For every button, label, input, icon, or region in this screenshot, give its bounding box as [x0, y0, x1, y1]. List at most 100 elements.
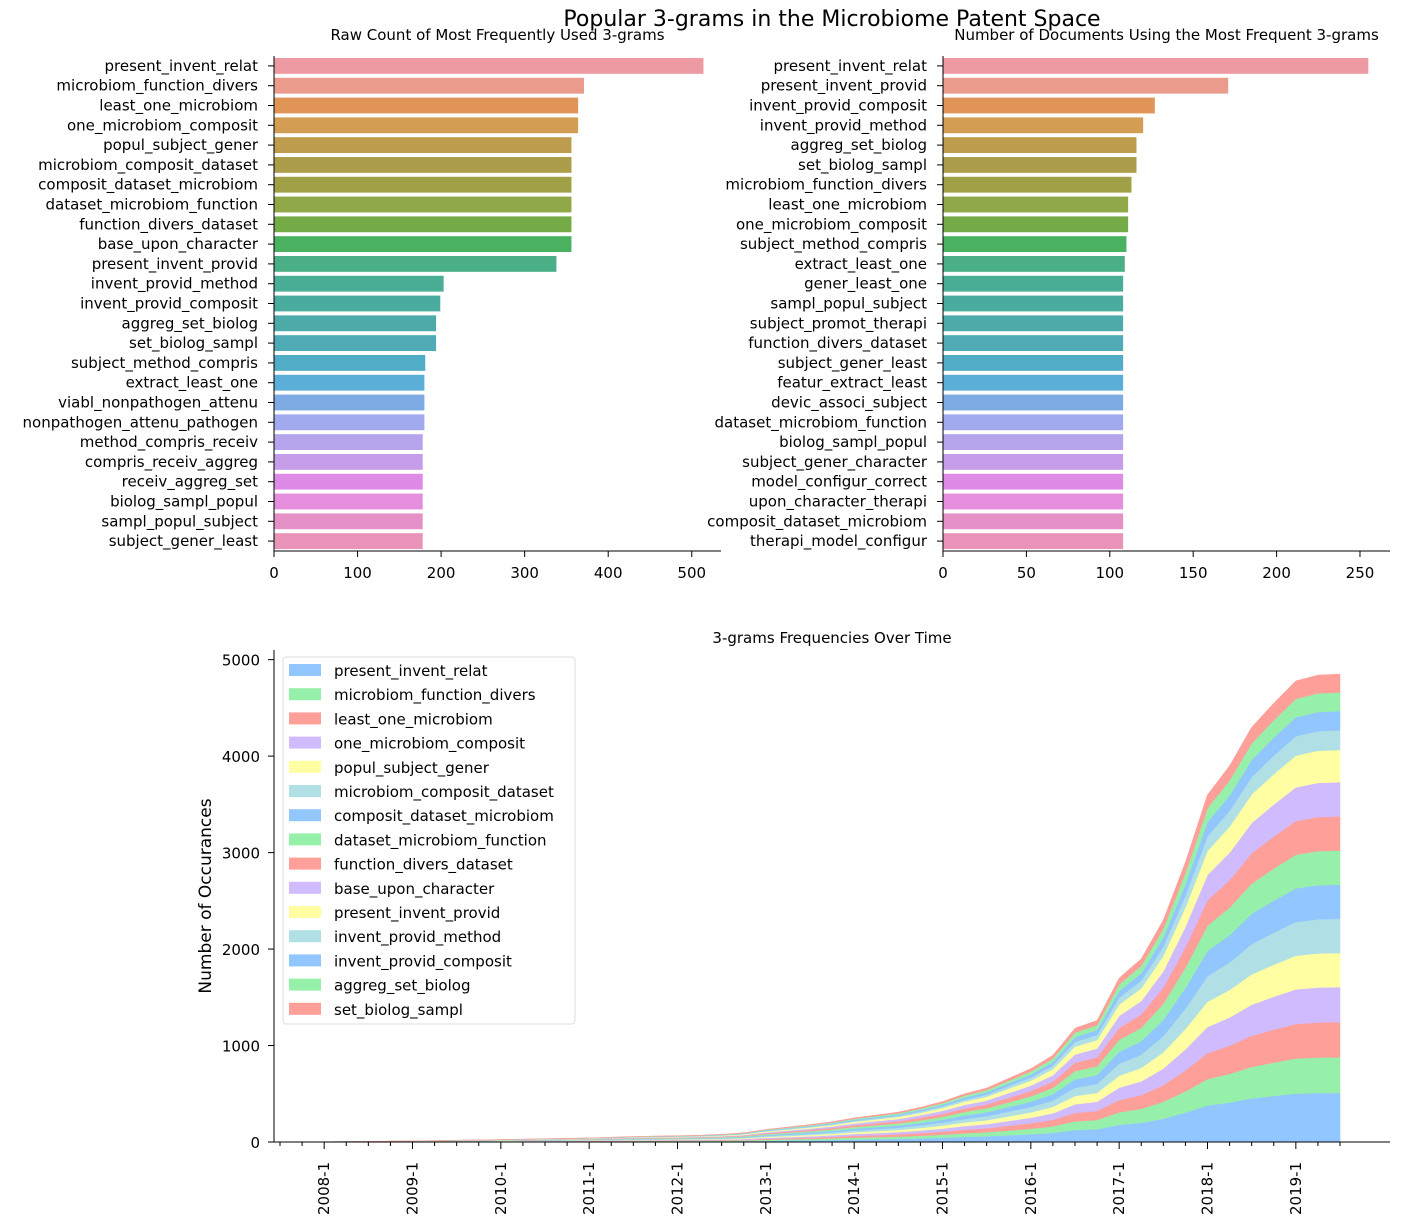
legend-swatch — [289, 712, 321, 725]
category-label: invent_provid_method — [91, 275, 258, 294]
category-label: extract_least_one — [795, 255, 927, 274]
x-tick-label: 200 — [427, 564, 456, 582]
legend-swatch — [289, 809, 321, 822]
legend-label: composit_dataset_microbiom — [334, 807, 554, 826]
legend-label: aggreg_set_biolog — [334, 977, 470, 996]
category-label: composit_dataset_microbiom — [707, 512, 927, 531]
x-tick-label: 300 — [510, 564, 539, 582]
bar — [943, 275, 1124, 292]
category-label: upon_character_therapi — [749, 493, 927, 512]
y-tick-label: 4000 — [222, 748, 260, 766]
category-label: function_divers_dataset — [748, 334, 927, 353]
legend-label: present_invent_relat — [334, 662, 488, 681]
y-tick-label: 3000 — [222, 845, 260, 863]
document-count-bar-chart: Number of Documents Using the Most Frequ… — [707, 26, 1390, 582]
category-label: composit_dataset_microbiom — [38, 176, 258, 195]
legend-swatch — [289, 857, 321, 870]
legend-label: set_biolog_sampl — [334, 1001, 463, 1020]
bar — [943, 137, 1137, 154]
category-label: subject_gener_least — [109, 532, 258, 551]
category-label: invent_provid_composit — [749, 97, 927, 116]
bar — [943, 414, 1124, 431]
category-label: one_microbiom_composit — [67, 116, 258, 135]
legend-label: base_upon_character — [334, 880, 495, 899]
x-tick-label: 250 — [1346, 564, 1375, 582]
legend-label: microbiom_function_divers — [334, 686, 536, 705]
category-label: subject_gener_character — [742, 453, 928, 472]
bar — [274, 176, 572, 193]
category-label: set_biolog_sampl — [798, 156, 927, 175]
category-label: set_biolog_sampl — [129, 334, 258, 353]
category-label: model_configur_correct — [751, 473, 927, 492]
bar — [943, 513, 1124, 530]
legend-label: one_microbiom_composit — [334, 735, 525, 754]
x-tick-label: 500 — [677, 564, 706, 582]
category-label: dataset_microbiom_function — [714, 413, 927, 432]
y-tick-label: 5000 — [222, 652, 260, 670]
category-label: therapi_model_configur — [750, 532, 928, 551]
bar — [274, 453, 423, 470]
bar — [274, 295, 441, 312]
legend-label: popul_subject_gener — [334, 759, 490, 778]
category-label: subject_method_compris — [71, 354, 258, 373]
x-tick-label: 2019-1 — [1287, 1162, 1305, 1215]
chart-title: 3-grams Frequencies Over Time — [712, 629, 951, 647]
bar — [274, 137, 572, 154]
category-label: least_one_microbiom — [99, 97, 258, 116]
chart-title: Number of Documents Using the Most Frequ… — [954, 26, 1379, 44]
category-label: dataset_microbiom_function — [45, 196, 258, 215]
x-tick-label: 2014-1 — [845, 1162, 863, 1215]
bar — [943, 434, 1124, 451]
category-label: extract_least_one — [126, 374, 258, 393]
bar — [274, 473, 423, 490]
legend-swatch — [289, 688, 321, 701]
x-tick-label: 2008-1 — [315, 1162, 333, 1215]
category-label: invent_provid_method — [760, 116, 927, 135]
y-tick-label: 1000 — [222, 1038, 260, 1056]
bar — [943, 335, 1124, 352]
x-tick-label: 2009-1 — [404, 1162, 422, 1215]
category-label: subject_promot_therapi — [750, 314, 927, 333]
legend-swatch — [289, 1002, 321, 1015]
y-tick-label: 2000 — [222, 941, 260, 959]
legend-swatch — [289, 906, 321, 918]
y-axis-label: Number of Occurances — [196, 798, 216, 993]
legend-swatch — [289, 785, 321, 797]
bar — [943, 473, 1124, 490]
bar — [943, 374, 1124, 391]
category-label: compris_receiv_aggreg — [85, 453, 258, 472]
category-label: microbiom_composit_dataset — [38, 156, 258, 175]
bar — [943, 493, 1124, 510]
legend-swatch — [289, 930, 321, 943]
bar — [274, 414, 425, 431]
bar — [943, 156, 1137, 173]
x-tick-label: 2017-1 — [1110, 1162, 1128, 1215]
x-tick-label: 100 — [1095, 564, 1124, 582]
category-label: subject_gener_least — [778, 354, 927, 373]
x-tick-label: 2016-1 — [1022, 1162, 1040, 1215]
category-label: least_one_microbiom — [768, 196, 927, 215]
x-tick-label: 2010-1 — [492, 1162, 510, 1215]
category-label: subject_method_compris — [740, 235, 927, 254]
bar — [274, 216, 572, 233]
bar — [943, 97, 1155, 114]
category-label: microbiom_function_divers — [725, 176, 927, 195]
bar — [274, 156, 572, 173]
legend-swatch — [289, 760, 321, 773]
legend-swatch — [289, 664, 321, 676]
category-label: nonpathogen_attenu_pathogen — [23, 413, 258, 432]
x-tick-label: 50 — [1017, 564, 1036, 582]
frequencies-over-time-area-chart: 3-grams Frequencies Over Time 0 1000 2000 30… — [196, 629, 1390, 1215]
bar — [274, 97, 579, 114]
legend-label: present_invent_provid — [334, 904, 500, 923]
bar — [274, 394, 425, 411]
category-label: aggreg_set_biolog — [122, 314, 258, 333]
bar — [943, 533, 1124, 550]
bar — [274, 513, 423, 530]
legend-label: function_divers_dataset — [334, 856, 513, 875]
category-label: present_invent_relat — [774, 57, 928, 76]
bar — [943, 77, 1229, 94]
y-tick-label: 0 — [250, 1134, 260, 1152]
category-label: present_invent_relat — [105, 57, 259, 76]
